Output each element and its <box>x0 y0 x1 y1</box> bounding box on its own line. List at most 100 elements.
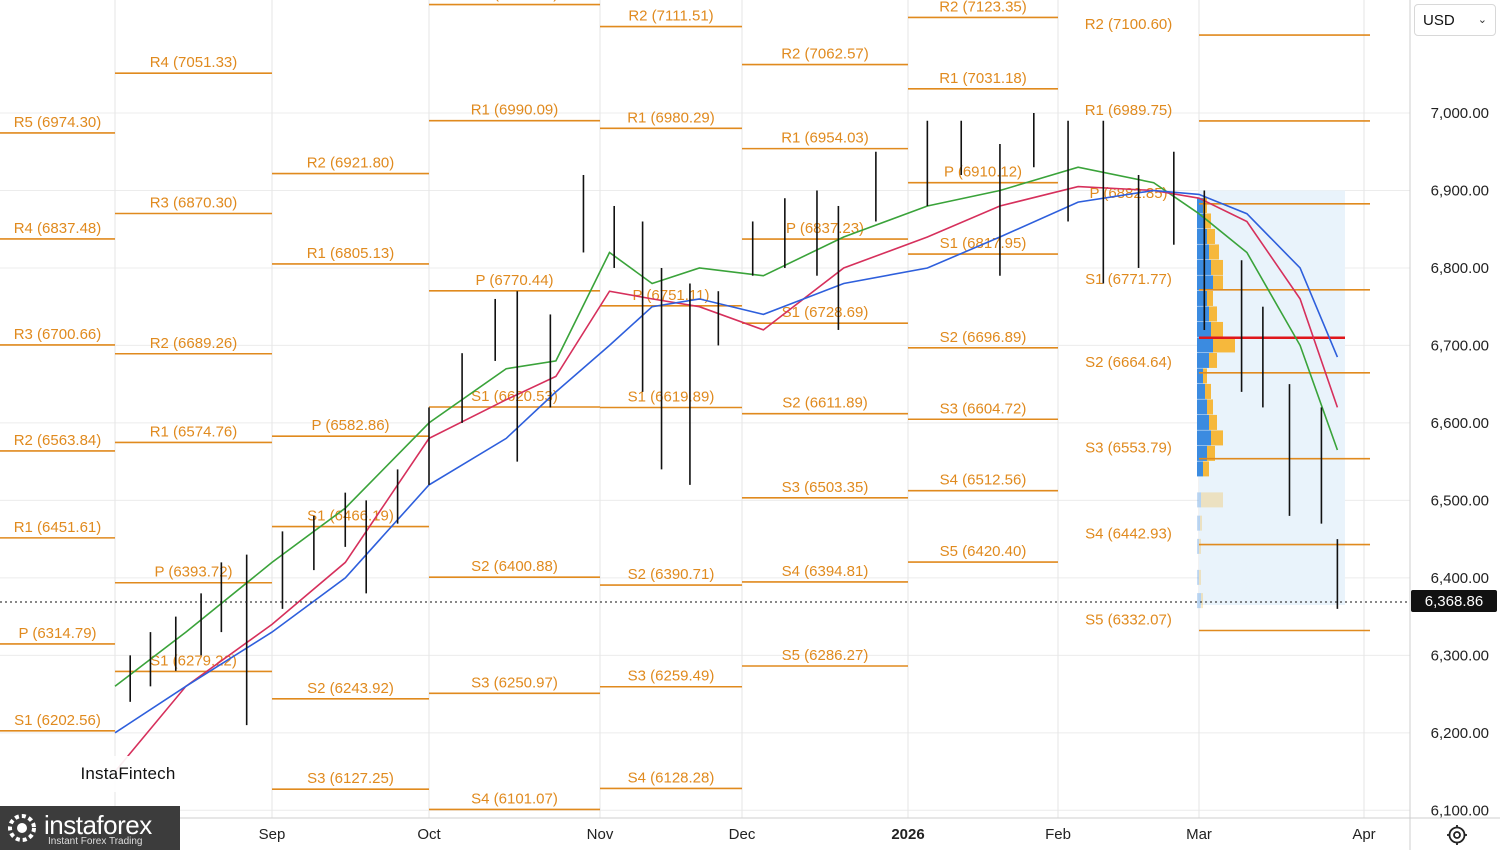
pivot-label: R4 (6837.48) <box>14 220 102 237</box>
pivot-label: S5 (6420.40) <box>940 543 1027 560</box>
pivot-label: P (6837.23) <box>786 220 864 237</box>
price-bars <box>0 113 1410 726</box>
profile-bar-orange <box>1203 461 1209 477</box>
settings-target-icon <box>1447 825 1467 845</box>
pivot-label: P (6910.12) <box>944 164 1022 181</box>
pivot-label: S3 (6553.79) <box>1085 440 1172 457</box>
pivot-label: S2 (6390.71) <box>628 566 715 583</box>
profile-bar-orange <box>1199 538 1201 554</box>
moving-averages <box>114 166 1339 773</box>
profile-bar-orange <box>1209 414 1217 430</box>
pivot-label: P (6393.72) <box>154 564 232 581</box>
pivot-label: S1 (6279.22) <box>150 652 237 669</box>
pivot-label: S5 (6332.07) <box>1085 612 1172 629</box>
profile-bar-orange <box>1213 275 1223 291</box>
profile-bar-orange <box>1200 515 1202 531</box>
pivot-label: R2 (7123.35) <box>939 0 1027 15</box>
pivot-label: R3 (6700.66) <box>14 326 102 343</box>
pivot-label: S3 (6250.97) <box>471 674 558 691</box>
profile-bar-orange <box>1207 228 1215 244</box>
profile-bar-orange <box>1199 569 1201 585</box>
pivot-label: S3 (6503.35) <box>782 479 869 496</box>
profile-bar-orange <box>1201 492 1223 508</box>
pivot-label: R2 (7062.57) <box>781 46 869 63</box>
profile-bar-blue <box>1197 515 1200 531</box>
pivot-label: P (6582.86) <box>311 417 389 434</box>
price-tick-label: 6,100.00 <box>1431 802 1489 819</box>
profile-bar-orange <box>1209 352 1217 368</box>
chart-settings-button[interactable] <box>1444 822 1470 848</box>
watermark-text: InstaFintech <box>62 756 194 792</box>
time-tick-label: 2026 <box>891 826 924 843</box>
profile-bar-blue <box>1197 461 1203 477</box>
pivot-label: S1 (6771.77) <box>1085 271 1172 288</box>
current-price-label: 6,368.86 <box>1411 590 1497 612</box>
profile-bar-orange <box>1207 290 1213 306</box>
pivot-label: R2 (6563.84) <box>14 432 102 449</box>
brand-banner: instaforex Instant Forex Trading <box>0 806 180 850</box>
pivot-label: S2 (6664.64) <box>1085 354 1172 371</box>
pivot-label: S4 (6394.81) <box>782 563 869 580</box>
profile-bar-blue <box>1197 492 1201 508</box>
profile-bar-orange <box>1211 259 1223 275</box>
instaforex-logo-icon <box>8 814 36 842</box>
profile-bar-blue <box>1197 593 1201 609</box>
pivot-label: R3 (6870.30) <box>150 194 238 211</box>
profile-bar-blue <box>1197 228 1207 244</box>
profile-bar-orange <box>1203 368 1207 384</box>
price-tick-label: 7,000.00 <box>1431 105 1489 122</box>
pivot-label: S1 (6202.56) <box>14 712 101 729</box>
profile-bar-blue <box>1197 290 1207 306</box>
pivot-label: R2 (7140.00) <box>471 0 559 3</box>
time-tick-label: Apr <box>1352 826 1375 843</box>
price-tick-label: 6,400.00 <box>1431 570 1489 587</box>
profile-bar-blue <box>1197 197 1203 213</box>
profile-bar-orange <box>1211 430 1223 446</box>
currency-select[interactable]: USD ⌄ <box>1414 4 1496 36</box>
pivot-label: R1 (7031.18) <box>939 70 1027 87</box>
pivot-label: R1 (6980.29) <box>627 109 715 126</box>
price-tick-label: 6,700.00 <box>1431 337 1489 354</box>
pivot-label: R2 (6689.26) <box>150 335 238 352</box>
pivot-label: R5 (6974.30) <box>14 114 102 131</box>
time-tick-label: Sep <box>259 826 286 843</box>
brand-tagline: Instant Forex Trading <box>48 836 143 847</box>
pivot-label: R4 (7051.33) <box>150 54 238 71</box>
profile-bar-orange <box>1205 383 1211 399</box>
pivot-label: S4 (6512.56) <box>940 472 1027 489</box>
pivot-label: S3 (6259.49) <box>628 668 715 685</box>
pivot-label: S4 (6101.07) <box>471 790 558 807</box>
pivot-label: R2 (7100.60) <box>1085 16 1173 33</box>
price-tick-label: 6,300.00 <box>1431 647 1489 664</box>
pivot-label: R1 (6805.13) <box>307 245 395 262</box>
price-tick-label: 6,600.00 <box>1431 415 1489 432</box>
profile-bar-blue <box>1197 569 1199 585</box>
ma-line-3 <box>114 189 1339 734</box>
currency-label: USD <box>1423 11 1455 29</box>
profile-bar-blue <box>1197 306 1209 322</box>
pivot-label: P (6770.44) <box>475 272 553 289</box>
price-tick-label: 6,500.00 <box>1431 492 1489 509</box>
pivot-label: S2 (6696.89) <box>940 329 1027 346</box>
brand-name: instaforex <box>44 810 152 840</box>
pivot-label: S1 (6728.69) <box>782 304 869 321</box>
volume-profile <box>1197 190 1345 609</box>
profile-bar-blue <box>1197 368 1203 384</box>
price-tick-label: 6,900.00 <box>1431 182 1489 199</box>
pivot-label: S2 (6243.92) <box>307 680 394 697</box>
chevron-down-icon: ⌄ <box>1477 14 1487 26</box>
time-tick-label: Mar <box>1186 826 1212 843</box>
time-tick-label: Feb <box>1045 826 1071 843</box>
ma-line-2 <box>114 185 1339 773</box>
pivot-label: S5 (6286.27) <box>782 647 869 664</box>
pivot-levels: R5 (6974.30) R4 (6837.48) R3 (6700.66) R2 (… <box>0 0 1370 811</box>
pivot-label: S2 (6611.89) <box>782 395 868 412</box>
profile-bar-orange <box>1209 306 1217 322</box>
profile-bar-orange <box>1211 321 1223 337</box>
profile-bar-blue <box>1197 414 1209 430</box>
pivot-label: R1 (6954.03) <box>781 130 869 147</box>
ma-line-1 <box>114 166 1339 687</box>
profile-bar-blue <box>1197 538 1199 554</box>
